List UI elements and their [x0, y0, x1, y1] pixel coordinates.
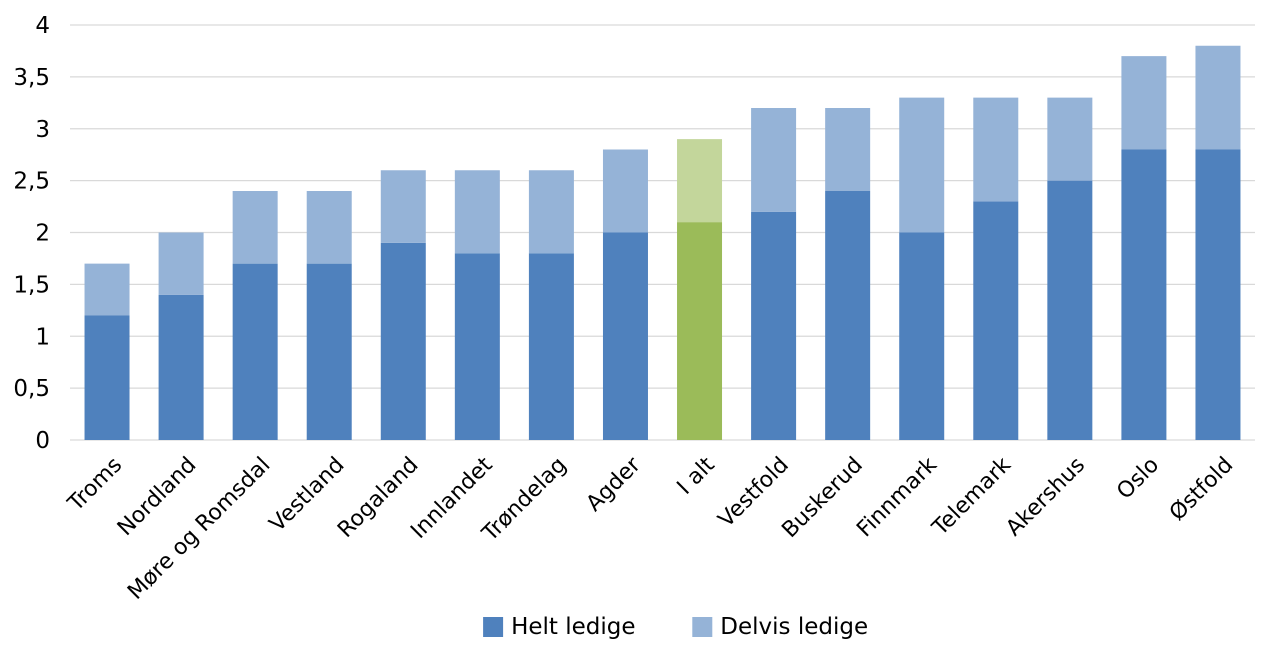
y-tick-label: 0: [35, 428, 50, 454]
bar-segment: [454, 253, 500, 440]
x-tick-label: Agder: [582, 452, 647, 517]
bar-segment: [380, 170, 426, 243]
bar-segment: [232, 263, 278, 440]
bar-segment: [158, 232, 204, 295]
y-tick-label: 4: [35, 13, 50, 39]
x-tick-label: Finnmark: [852, 452, 942, 542]
bar-segment: [899, 232, 945, 440]
bar-segment: [1121, 56, 1167, 150]
bar-segment: [528, 170, 574, 254]
bar-segment: [973, 201, 1019, 440]
bar-segment: [1121, 149, 1167, 440]
bars: [84, 45, 1241, 440]
bar-segment: [232, 191, 278, 264]
x-tick-label: Troms: [63, 453, 127, 517]
bar-segment: [84, 315, 130, 440]
bar-segment: [306, 263, 352, 440]
bar-segment: [677, 222, 723, 440]
bar-segment: [1047, 97, 1093, 181]
legend-label: Helt ledige: [511, 614, 635, 640]
x-tick-label: Buskerud: [777, 453, 867, 543]
bar-segment: [158, 294, 204, 440]
y-tick-label: 1: [35, 324, 50, 350]
bar-segment: [454, 170, 500, 254]
bar-segment: [677, 139, 723, 223]
bar-segment: [306, 191, 352, 264]
bar-segment: [1195, 45, 1241, 150]
bar-segment: [84, 263, 130, 316]
y-tick-label: 3: [35, 117, 50, 143]
x-tick-label: I alt: [673, 452, 720, 499]
x-tick-label: Møre og Romsdal: [123, 453, 275, 605]
y-tick-label: 0,5: [13, 376, 50, 402]
bar-segment: [825, 191, 871, 440]
x-tick-label: Akershus: [1001, 453, 1090, 542]
bar-segment: [973, 97, 1019, 202]
y-tick-label: 1,5: [13, 272, 50, 298]
y-tick-label: 2: [35, 221, 50, 247]
bar-segment: [380, 242, 426, 440]
bar-segment: [751, 108, 797, 212]
x-tick-label: Oslo: [1112, 453, 1164, 505]
x-tick-label: Østfold: [1165, 453, 1238, 526]
bar-segment: [1195, 149, 1241, 440]
legend: Helt ledige Delvis ledige: [483, 614, 868, 640]
bar-segment: [899, 97, 945, 233]
y-tick-label: 2,5: [13, 169, 50, 195]
bar-segment: [602, 149, 648, 233]
y-tick-label: 3,5: [13, 65, 50, 91]
y-axis: 0 0,5 1 1,5 2 2,5 3 3,5 4: [13, 13, 50, 454]
legend-swatch: [692, 617, 713, 637]
bar-segment: [528, 253, 574, 440]
bar-segment: [825, 108, 871, 191]
bar-segment: [1047, 180, 1093, 440]
legend-label: Delvis ledige: [720, 614, 868, 640]
bar-segment: [751, 211, 797, 440]
x-tick-label: Telemark: [927, 452, 1016, 541]
bar-segment: [602, 232, 648, 440]
legend-swatch: [483, 617, 504, 637]
